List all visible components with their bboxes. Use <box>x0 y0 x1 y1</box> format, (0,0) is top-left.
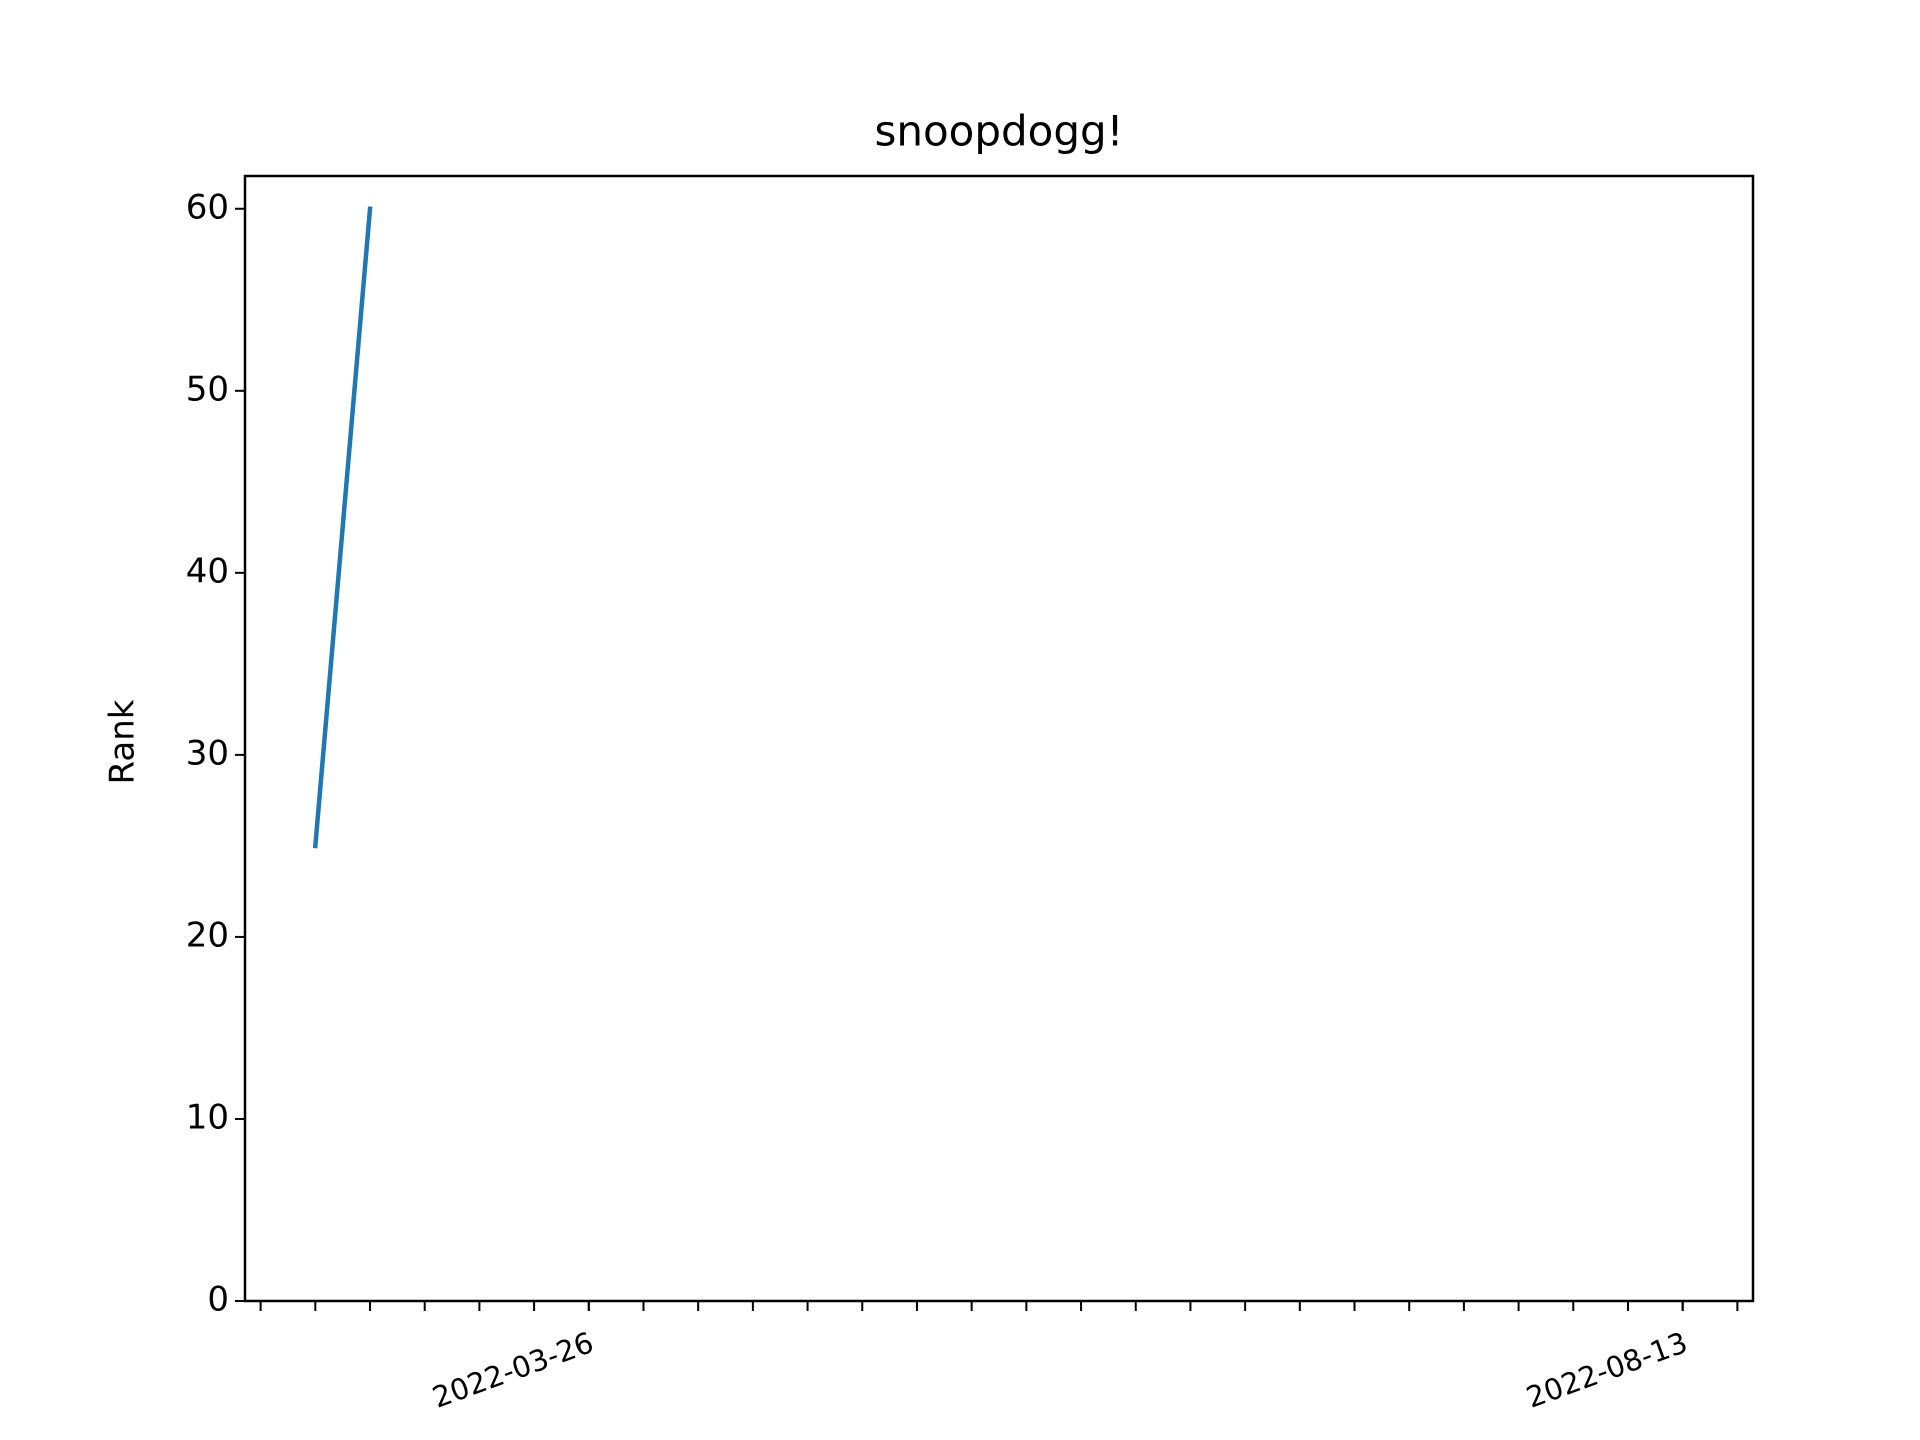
plot-frame <box>243 174 1755 1303</box>
y-tick-label: 20 <box>186 915 229 955</box>
y-tick-label: 10 <box>186 1097 229 1137</box>
line-series <box>312 206 373 849</box>
y-tick-label: 30 <box>186 733 229 773</box>
y-tick-label: 40 <box>186 551 229 591</box>
chart-title: snoopdogg! <box>874 107 1123 156</box>
y-tick-label: 60 <box>186 187 229 227</box>
y-tick-label: 0 <box>207 1280 229 1320</box>
y-tick-label: 50 <box>186 369 229 409</box>
y-axis-label: Rank <box>103 699 143 784</box>
